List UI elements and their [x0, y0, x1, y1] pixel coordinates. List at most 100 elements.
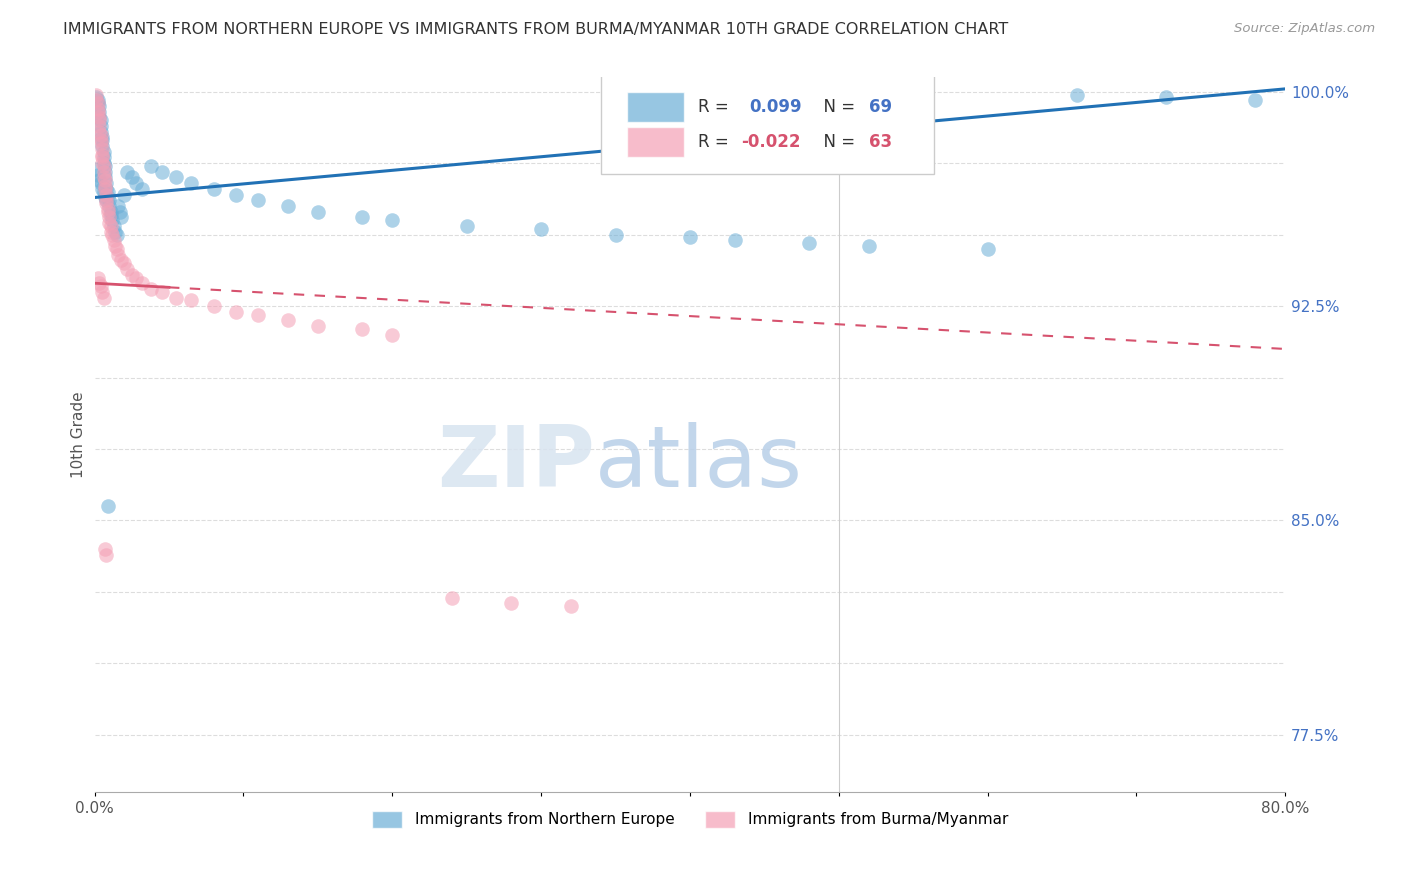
- Point: [86, 270, 108, 285]
- Point: [89, 176, 111, 190]
- Point: [91, 285, 114, 299]
- Point: [247, 308, 270, 322]
- Point: [165, 170, 187, 185]
- Point: [139, 282, 162, 296]
- Point: [91, 130, 114, 145]
- Point: [352, 211, 374, 225]
- Point: [1066, 87, 1088, 102]
- Point: [87, 111, 110, 125]
- Text: N =: N =: [813, 98, 860, 116]
- Point: [89, 119, 111, 133]
- Point: [456, 219, 478, 233]
- Point: [96, 182, 118, 196]
- Point: [131, 277, 153, 291]
- Point: [87, 277, 110, 291]
- Point: [87, 173, 110, 187]
- Point: [86, 96, 108, 111]
- Point: [87, 113, 110, 128]
- Text: R =: R =: [699, 98, 740, 116]
- Point: [105, 227, 128, 242]
- Point: [96, 194, 118, 208]
- Point: [104, 225, 127, 239]
- Point: [91, 151, 114, 165]
- Point: [101, 227, 124, 242]
- Point: [105, 242, 128, 256]
- Point: [89, 279, 111, 293]
- Point: [96, 196, 118, 211]
- Text: N =: N =: [813, 134, 860, 152]
- Point: [93, 156, 115, 170]
- Point: [93, 170, 115, 185]
- Point: [94, 179, 117, 194]
- Point: [1244, 93, 1267, 107]
- Point: [180, 293, 202, 308]
- Point: [84, 93, 107, 107]
- Point: [858, 239, 880, 253]
- Text: 69: 69: [869, 98, 891, 116]
- Point: [247, 194, 270, 208]
- Point: [110, 253, 132, 268]
- Point: [97, 190, 120, 204]
- Point: [121, 268, 143, 282]
- Point: [91, 142, 114, 156]
- Point: [121, 170, 143, 185]
- Point: [94, 182, 117, 196]
- Point: [307, 319, 329, 334]
- Point: [108, 204, 131, 219]
- Point: [91, 133, 114, 147]
- Point: [98, 199, 121, 213]
- Point: [1154, 90, 1177, 104]
- Point: [84, 161, 107, 176]
- Point: [723, 233, 745, 247]
- FancyBboxPatch shape: [627, 128, 683, 158]
- Text: Source: ZipAtlas.com: Source: ZipAtlas.com: [1234, 22, 1375, 36]
- Point: [93, 165, 115, 179]
- Point: [98, 211, 121, 225]
- Point: [103, 233, 125, 247]
- Point: [125, 270, 148, 285]
- Point: [84, 87, 107, 102]
- Point: [96, 176, 118, 190]
- Text: atlas: atlas: [595, 422, 803, 505]
- Point: [93, 159, 115, 173]
- Point: [89, 133, 111, 147]
- Point: [87, 104, 110, 119]
- Point: [86, 96, 108, 111]
- Point: [93, 291, 115, 305]
- Point: [94, 541, 117, 556]
- Text: 63: 63: [869, 134, 891, 152]
- Point: [150, 285, 173, 299]
- Point: [679, 230, 702, 244]
- Point: [131, 182, 153, 196]
- Point: [97, 204, 120, 219]
- Point: [103, 219, 125, 233]
- Point: [100, 225, 122, 239]
- Point: [225, 187, 247, 202]
- Point: [202, 182, 225, 196]
- Point: [94, 190, 117, 204]
- Point: [180, 176, 202, 190]
- Point: [104, 239, 127, 253]
- Point: [87, 111, 110, 125]
- Point: [112, 187, 135, 202]
- Point: [100, 219, 122, 233]
- Text: R =: R =: [699, 134, 734, 152]
- Point: [89, 136, 111, 151]
- Point: [89, 125, 111, 139]
- Text: -0.022: -0.022: [741, 134, 800, 152]
- Point: [139, 159, 162, 173]
- Point: [97, 202, 120, 216]
- Point: [440, 591, 463, 605]
- Point: [87, 119, 110, 133]
- Point: [96, 187, 118, 202]
- Point: [100, 208, 122, 222]
- Point: [605, 227, 627, 242]
- Point: [96, 548, 118, 562]
- Point: [91, 156, 114, 170]
- Point: [97, 185, 120, 199]
- Point: [560, 599, 582, 614]
- Point: [381, 213, 404, 227]
- Point: [277, 313, 299, 327]
- Point: [89, 128, 111, 142]
- Point: [87, 125, 110, 139]
